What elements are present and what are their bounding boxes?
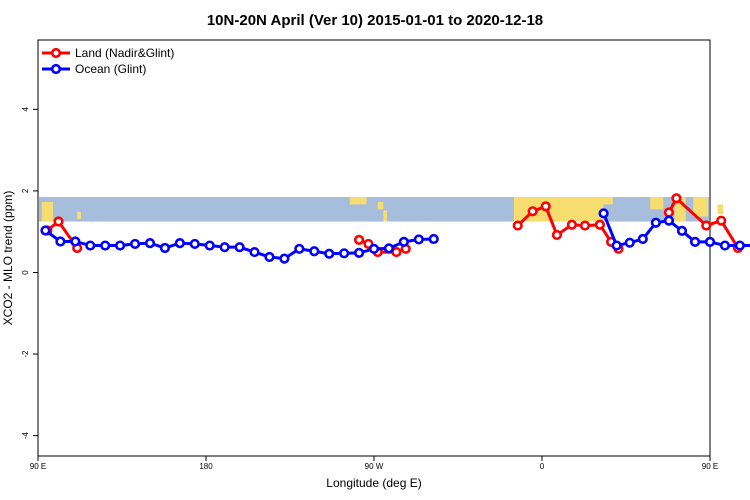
- data-point: [637, 233, 648, 245]
- series-layer: [40, 193, 750, 264]
- y-tick-label: -4: [21, 432, 30, 440]
- data-point: [611, 240, 622, 251]
- data-point: [551, 229, 563, 241]
- x-tick-label: 90 E: [702, 462, 718, 471]
- data-point: [353, 234, 365, 245]
- map-land: [377, 201, 384, 210]
- data-point: [734, 240, 745, 251]
- data-point: [55, 236, 66, 247]
- y-tick-label: 0: [21, 270, 30, 275]
- data-point: [566, 219, 577, 230]
- map-land: [693, 197, 709, 217]
- data-point: [159, 242, 171, 254]
- data-point: [527, 206, 538, 217]
- data-point: [189, 238, 200, 250]
- data-point: [701, 220, 712, 231]
- data-point: [294, 243, 305, 254]
- data-point: [264, 251, 275, 263]
- data-point: [174, 238, 185, 249]
- data-point: [719, 240, 731, 251]
- data-point: [704, 236, 716, 247]
- map-land: [41, 201, 53, 222]
- legend-swatch-marker: [50, 63, 62, 75]
- data-point: [324, 248, 335, 259]
- data-point: [219, 242, 230, 253]
- x-tick-label: 0: [540, 462, 545, 471]
- data-point: [353, 247, 365, 258]
- map-land: [383, 210, 388, 222]
- data-point: [85, 240, 96, 251]
- data-point: [663, 215, 675, 226]
- map-land: [349, 197, 367, 205]
- data-point: [249, 246, 260, 258]
- y-tick-label: 4: [21, 107, 30, 112]
- legend: Land (Nadir&Glint) Ocean (Glint): [42, 46, 174, 76]
- data-point: [540, 201, 551, 212]
- data-point: [676, 225, 688, 236]
- data-point: [671, 193, 682, 204]
- map-land: [599, 197, 613, 205]
- data-point: [40, 225, 51, 236]
- data-point: [428, 233, 439, 245]
- legend-entry: Ocean (Glint): [75, 62, 146, 76]
- data-point: [598, 208, 609, 219]
- data-point: [368, 243, 380, 254]
- y-tick-label: -2: [21, 350, 30, 358]
- map-land: [650, 197, 664, 210]
- x-tick-label: 90 W: [365, 462, 384, 471]
- legend-swatch-marker: [50, 47, 62, 59]
- data-point: [53, 216, 64, 227]
- x-axis-label: Longitude (deg E): [326, 476, 421, 490]
- data-point: [70, 236, 81, 247]
- data-point: [624, 237, 635, 248]
- y-axis: -4 -2 0 2 4: [21, 107, 38, 440]
- y-axis-label: XCO2 - MLO trend (ppm): [1, 191, 15, 326]
- map-land: [717, 204, 724, 215]
- data-point: [663, 207, 675, 218]
- data-point: [204, 240, 215, 251]
- data-point: [716, 215, 727, 226]
- data-point: [100, 240, 111, 251]
- data-point: [391, 246, 402, 258]
- data-point: [689, 236, 701, 247]
- map-strip: [39, 197, 724, 222]
- data-point: [339, 248, 350, 259]
- chart-title: 10N-20N April (Ver 10) 2015-01-01 to 202…: [207, 12, 543, 29]
- data-point: [579, 220, 591, 231]
- data-point: [594, 219, 605, 230]
- y-tick-label: 2: [21, 188, 30, 193]
- data-point: [398, 236, 409, 247]
- x-tick-label: 90 E: [30, 462, 46, 471]
- x-tick-label: 180: [199, 462, 213, 471]
- data-point: [279, 253, 290, 264]
- data-point: [413, 234, 424, 245]
- series-ocean: [40, 208, 750, 264]
- x-axis: 90 E 180 90 W 0 90 E: [30, 456, 718, 471]
- map-land: [77, 211, 81, 220]
- data-point: [650, 217, 661, 228]
- map-land: [674, 197, 686, 222]
- data-point: [234, 242, 245, 253]
- data-point: [383, 243, 395, 254]
- data-point: [512, 220, 523, 231]
- data-point: [115, 240, 126, 251]
- data-point: [129, 238, 141, 250]
- data-point: [144, 238, 156, 249]
- legend-entry: Land (Nadir&Glint): [75, 46, 174, 60]
- data-point: [309, 246, 320, 257]
